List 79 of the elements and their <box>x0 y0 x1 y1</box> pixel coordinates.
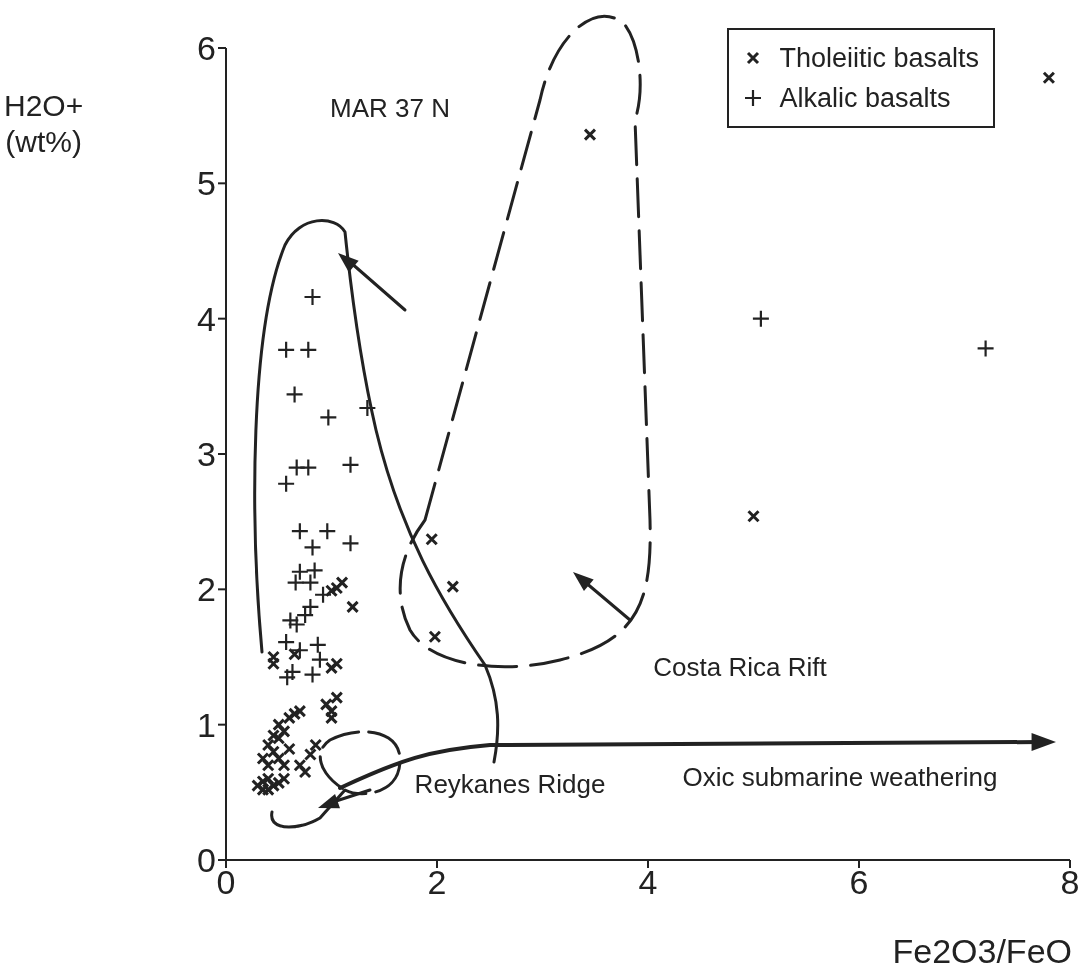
point <box>272 731 286 745</box>
point <box>330 657 344 671</box>
point <box>425 532 439 546</box>
x-tick-label: 6 <box>849 863 869 902</box>
point <box>261 738 275 752</box>
point <box>303 287 322 307</box>
point <box>282 742 296 756</box>
y-tick-label: 1 <box>197 705 216 744</box>
point <box>272 752 286 765</box>
y-tick-label: 4 <box>197 299 216 338</box>
point <box>266 650 280 664</box>
point <box>325 661 338 675</box>
point <box>278 668 297 687</box>
point <box>319 408 338 427</box>
point <box>308 635 327 654</box>
point <box>286 573 305 592</box>
point <box>310 650 329 669</box>
legend-label: Alkalic basalts <box>779 82 951 115</box>
point <box>305 561 324 580</box>
point <box>277 772 291 786</box>
point <box>299 340 318 359</box>
point <box>288 707 302 721</box>
point <box>341 534 360 553</box>
x-axis-title: Fe2O3/FeO <box>892 932 1072 971</box>
point <box>277 474 296 493</box>
point <box>266 745 280 759</box>
point <box>296 605 315 625</box>
point <box>277 340 296 359</box>
y-tick-label: 5 <box>197 164 216 203</box>
point <box>266 657 280 671</box>
x-tick-label: 8 <box>1060 863 1080 902</box>
point <box>293 758 307 772</box>
point <box>428 630 442 644</box>
annotation: Costa Rica Rift <box>653 651 827 683</box>
point <box>261 758 275 772</box>
point <box>303 747 317 761</box>
point <box>256 752 270 765</box>
point <box>303 665 322 684</box>
point <box>341 455 360 474</box>
point <box>293 704 307 718</box>
point <box>976 339 995 358</box>
y-tick-label: 2 <box>197 570 216 609</box>
point <box>272 718 286 732</box>
annotation: Oxic submarine weathering <box>682 761 998 793</box>
y-axis-title: H2O+ (wt%) <box>4 88 84 160</box>
annotation: MAR 37 N <box>330 92 450 124</box>
legend-label: Tholeiitic basalts <box>779 42 979 75</box>
point <box>282 711 296 725</box>
point <box>277 758 291 772</box>
y-tick-label: 6 <box>197 29 216 68</box>
point <box>330 581 344 595</box>
point <box>299 458 318 477</box>
point <box>751 309 770 328</box>
x-tick-label: 2 <box>427 863 447 902</box>
point <box>309 738 323 752</box>
point <box>287 615 306 634</box>
point <box>446 580 460 594</box>
point <box>325 711 338 725</box>
point <box>318 522 337 541</box>
point <box>747 509 760 523</box>
point <box>319 697 333 711</box>
point <box>325 584 338 598</box>
point <box>358 398 377 418</box>
y-tick-label: 3 <box>197 435 216 474</box>
point <box>303 538 322 557</box>
point <box>346 600 360 614</box>
point <box>583 128 597 142</box>
point <box>290 522 309 541</box>
point <box>330 691 344 705</box>
point <box>335 576 349 590</box>
point <box>325 704 338 718</box>
x-tick-label: 4 <box>638 863 658 902</box>
point <box>283 662 302 681</box>
point <box>301 597 320 617</box>
annotation: Reykanes Ridge <box>414 768 606 800</box>
point <box>298 765 312 779</box>
point <box>1042 71 1056 85</box>
point <box>313 585 333 604</box>
point <box>285 385 304 404</box>
